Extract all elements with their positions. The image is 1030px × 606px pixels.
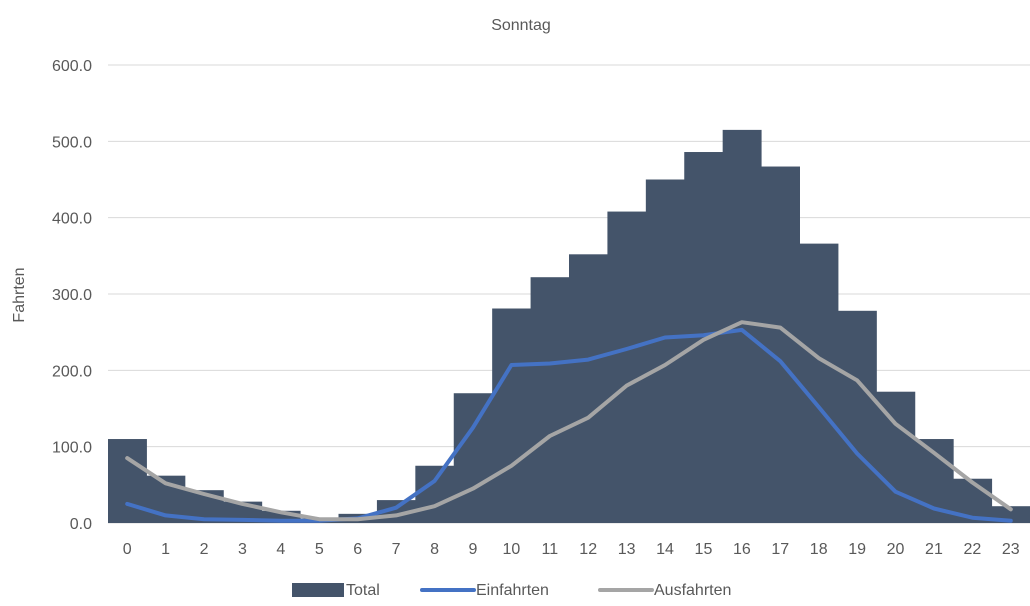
x-tick-label: 20	[887, 541, 905, 558]
legend-item-einfahrten: Einfahrten	[420, 582, 549, 599]
x-tick-label: 10	[502, 541, 520, 558]
y-tick-labels: 0.0 100.0 200.0 300.0 400.0 500.0 600.0	[52, 58, 92, 533]
y-axis-title: Fahrten	[11, 267, 28, 322]
x-tick-label: 17	[771, 541, 789, 558]
bar-total	[530, 277, 570, 523]
y-tick-label: 0.0	[70, 516, 92, 533]
bar-total	[645, 179, 685, 523]
x-tick-label: 14	[656, 541, 674, 558]
legend: Total Einfahrten Ausfahrten	[292, 582, 731, 599]
bar-total	[492, 308, 532, 523]
x-tick-label: 13	[618, 541, 636, 558]
y-tick-label: 500.0	[52, 134, 92, 151]
x-tick-label: 15	[695, 541, 713, 558]
legend-label: Ausfahrten	[654, 582, 731, 599]
x-tick-label: 12	[579, 541, 597, 558]
y-tick-label: 300.0	[52, 287, 92, 304]
bar-series-total	[108, 129, 1030, 524]
chart-title: Sonntag	[491, 17, 551, 34]
x-tick-label: 4	[276, 541, 285, 558]
x-tick-label: 9	[469, 541, 478, 558]
x-tick-label: 3	[238, 541, 247, 558]
line-series-einfahrten	[125, 327, 1013, 523]
x-tick-label: 1	[161, 541, 170, 558]
x-tick-label: 2	[200, 541, 209, 558]
x-tick-label: 21	[925, 541, 943, 558]
x-tick-label: 0	[123, 541, 132, 558]
bar-total	[453, 393, 493, 523]
bar-total	[799, 243, 839, 523]
x-tick-label: 6	[353, 541, 362, 558]
x-tick-label: 18	[810, 541, 828, 558]
bar-total	[761, 166, 800, 524]
line-series-group	[125, 320, 1013, 523]
bar-total	[415, 465, 455, 523]
y-tick-label: 100.0	[52, 440, 92, 457]
legend-swatch-bar	[292, 583, 344, 597]
x-tick-label: 19	[848, 541, 866, 558]
bar-total	[108, 439, 147, 523]
legend-item-ausfahrten: Ausfahrten	[598, 582, 731, 599]
x-tick-label: 23	[1002, 541, 1020, 558]
x-tick-label: 16	[733, 541, 751, 558]
x-tick-label: 22	[963, 541, 981, 558]
x-tick-label: 5	[315, 541, 324, 558]
x-tick-label: 7	[392, 541, 401, 558]
bar-total	[876, 391, 916, 523]
y-tick-label: 200.0	[52, 363, 92, 380]
x-tick-label: 11	[541, 541, 558, 558]
line-series-ausfahrten	[125, 320, 1013, 522]
bar-total	[837, 310, 877, 523]
legend-label: Total	[346, 582, 380, 599]
bar-total	[607, 211, 647, 523]
legend-item-total: Total	[292, 582, 380, 599]
y-tick-label: 400.0	[52, 211, 92, 228]
y-tick-label: 600.0	[52, 58, 92, 75]
x-tick-labels: 0 1 2 3 4 5 6 7 8 9 10 11 12 13 14 15 16 17 18 19 20 21 22 23	[123, 541, 1020, 558]
legend-label: Einfahrten	[476, 582, 549, 599]
bar-total	[569, 254, 608, 523]
x-tick-label: 8	[430, 541, 439, 558]
